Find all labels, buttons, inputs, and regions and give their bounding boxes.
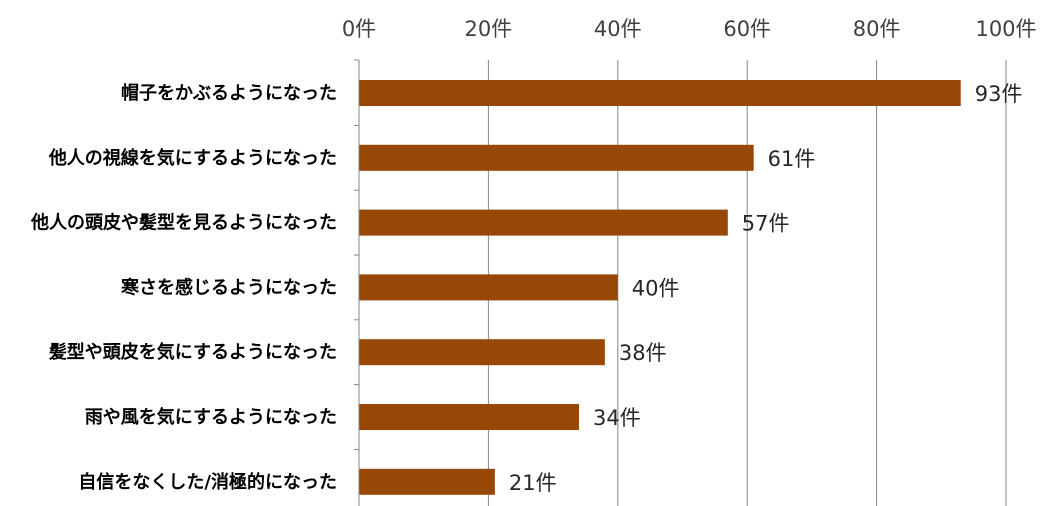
bar (359, 339, 605, 365)
bar (359, 469, 495, 495)
category-label: 自信をなくした/消極的になった (78, 471, 337, 493)
x-tick-label: 60件 (723, 17, 771, 41)
category-label: 他人の視線を気にするようになった (48, 147, 337, 169)
category-label: 髪型や頭皮を気にするようになった (48, 341, 337, 363)
value-axis-ticks: 0件 20件 40件 60件 80件 100件 (342, 17, 1037, 41)
x-tick-label: 80件 (853, 17, 901, 41)
data-label: 40件 (632, 276, 680, 300)
data-label: 34件 (593, 406, 641, 430)
bar (359, 404, 579, 430)
x-tick-label: 0件 (342, 17, 376, 41)
bar (359, 274, 618, 300)
bar (359, 210, 728, 236)
data-label: 38件 (619, 341, 667, 365)
bar (359, 145, 754, 171)
category-label: 他人の頭皮や髪型を見るようになった (30, 212, 337, 234)
category-label: 寒さを感じるようになった (120, 276, 337, 298)
bar (359, 80, 961, 106)
data-label: 61件 (768, 147, 816, 171)
x-tick-label: 20件 (465, 17, 513, 41)
category-label: 帽子をかぶるようになった (121, 82, 337, 104)
data-label: 93件 (975, 82, 1023, 106)
x-tick-label: 100件 (975, 17, 1036, 41)
category-axis (354, 60, 359, 506)
x-tick-label: 40件 (594, 17, 642, 41)
data-label: 21件 (509, 471, 557, 495)
data-label: 57件 (742, 212, 790, 236)
category-labels: 帽子をかぶるようになった他人の視線を気にするようになった他人の頭皮や髪型を見るよ… (30, 82, 337, 493)
category-label: 雨や風を気にするようになった (85, 406, 337, 428)
